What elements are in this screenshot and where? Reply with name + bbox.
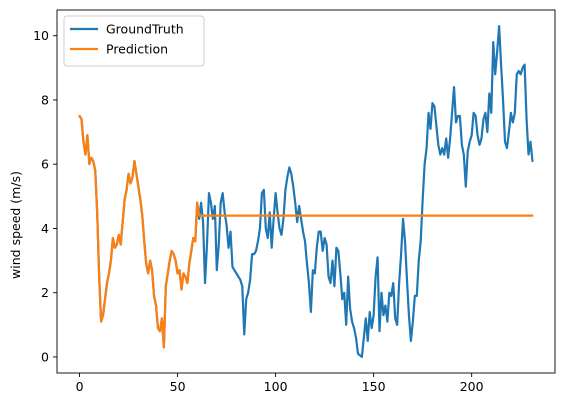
- y-tick-label: 6: [41, 157, 49, 172]
- y-tick-label: 2: [41, 285, 49, 300]
- legend-box: [63, 15, 205, 67]
- y-axis-label: wind speed (m/s): [8, 171, 23, 279]
- x-tick-label: 50: [170, 379, 186, 394]
- x-tick-label: 100: [264, 379, 288, 394]
- legend: GroundTruth Prediction: [63, 15, 205, 67]
- legend-label-groundtruth: GroundTruth: [106, 22, 184, 37]
- x-tick-label: 0: [76, 379, 84, 394]
- axes-frame: [56, 9, 556, 374]
- x-tick-label: 200: [460, 379, 484, 394]
- legend-label-prediction: Prediction: [106, 42, 168, 57]
- x-tick-label: 150: [362, 379, 386, 394]
- y-axis-ticks: 0 2 4 6 8 10: [33, 28, 57, 364]
- y-tick-label: 8: [41, 92, 49, 107]
- plot-area: [56, 9, 556, 374]
- y-tick-label: 0: [41, 349, 49, 364]
- x-axis-ticks: 0 50 100 150 200: [76, 373, 484, 394]
- y-tick-label: 4: [41, 221, 49, 236]
- y-tick-label: 10: [33, 28, 49, 43]
- series-line-prediction: [78, 114, 534, 349]
